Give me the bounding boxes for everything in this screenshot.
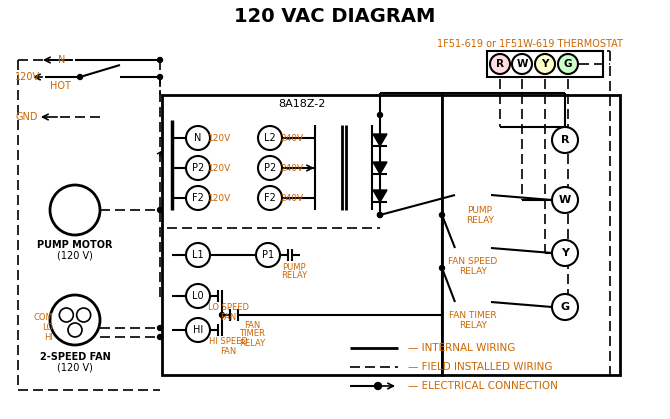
Circle shape	[157, 326, 163, 331]
Text: Y: Y	[541, 59, 549, 69]
Text: R: R	[561, 135, 570, 145]
Bar	[162, 95, 442, 375]
Text: L1: L1	[192, 250, 204, 260]
Text: N: N	[194, 133, 202, 143]
Text: F2: F2	[192, 193, 204, 203]
Circle shape	[377, 112, 383, 117]
Circle shape	[535, 54, 555, 74]
Circle shape	[186, 318, 210, 342]
Circle shape	[552, 240, 578, 266]
Text: PUMP: PUMP	[282, 262, 306, 272]
Text: 120 VAC DIAGRAM: 120 VAC DIAGRAM	[234, 7, 436, 26]
Text: HI: HI	[193, 325, 203, 335]
Text: RELAY: RELAY	[281, 272, 307, 280]
Circle shape	[552, 187, 578, 213]
Polygon shape	[373, 134, 387, 146]
Text: — INTERNAL WIRING: — INTERNAL WIRING	[408, 343, 515, 353]
Circle shape	[157, 75, 163, 80]
Text: RELAY: RELAY	[459, 321, 487, 331]
Text: HI: HI	[44, 333, 53, 341]
Text: — FIELD INSTALLED WIRING: — FIELD INSTALLED WIRING	[408, 362, 553, 372]
Text: — ELECTRICAL CONNECTION: — ELECTRICAL CONNECTION	[408, 381, 558, 391]
Circle shape	[440, 212, 444, 217]
Text: LO: LO	[42, 323, 53, 333]
Text: 120V: 120V	[208, 134, 232, 142]
Circle shape	[50, 185, 100, 235]
Text: HOT: HOT	[50, 81, 70, 91]
Text: 240V: 240V	[281, 163, 304, 173]
Circle shape	[377, 212, 383, 217]
Circle shape	[558, 54, 578, 74]
Text: RELAY: RELAY	[459, 267, 487, 277]
Text: RELAY: RELAY	[466, 215, 494, 225]
Circle shape	[76, 308, 90, 322]
Text: P2: P2	[192, 163, 204, 173]
Text: LO SPEED: LO SPEED	[208, 303, 249, 313]
Text: (120 V): (120 V)	[57, 363, 93, 373]
Circle shape	[258, 156, 282, 180]
Bar	[487, 51, 603, 77]
Text: N: N	[58, 55, 66, 65]
Polygon shape	[373, 162, 387, 174]
Text: F2: F2	[264, 193, 276, 203]
Text: FAN: FAN	[220, 347, 236, 355]
Polygon shape	[373, 190, 387, 202]
Text: 240V: 240V	[281, 134, 304, 142]
Text: 240V: 240V	[281, 194, 304, 202]
Text: L0: L0	[192, 291, 204, 301]
Text: P1: P1	[262, 250, 274, 260]
Circle shape	[68, 323, 82, 337]
Text: 2-SPEED FAN: 2-SPEED FAN	[40, 352, 111, 362]
Circle shape	[157, 207, 163, 212]
Circle shape	[440, 266, 444, 271]
Text: 8A18Z-2: 8A18Z-2	[278, 99, 326, 109]
Text: 1F51-619 or 1F51W-619 THERMOSTAT: 1F51-619 or 1F51W-619 THERMOSTAT	[437, 39, 623, 49]
Circle shape	[186, 243, 210, 267]
Circle shape	[258, 126, 282, 150]
Text: W: W	[517, 59, 528, 69]
Text: L2: L2	[264, 133, 276, 143]
Text: Y: Y	[561, 248, 569, 258]
Text: (120 V): (120 V)	[57, 251, 93, 261]
Text: PUMP: PUMP	[468, 205, 492, 215]
Circle shape	[78, 75, 82, 80]
Circle shape	[512, 54, 532, 74]
Text: W: W	[559, 195, 571, 205]
Circle shape	[186, 126, 210, 150]
Text: FAN: FAN	[220, 313, 236, 321]
Text: PUMP MOTOR: PUMP MOTOR	[38, 240, 113, 250]
Text: TIMER: TIMER	[239, 329, 265, 339]
Circle shape	[157, 334, 163, 339]
Text: 120V: 120V	[15, 72, 40, 82]
Circle shape	[377, 212, 383, 217]
Circle shape	[552, 127, 578, 153]
Text: GND: GND	[15, 112, 38, 122]
Text: P2: P2	[264, 163, 276, 173]
Circle shape	[375, 383, 381, 390]
Circle shape	[157, 57, 163, 62]
Text: RELAY: RELAY	[239, 339, 265, 347]
Circle shape	[258, 186, 282, 210]
Text: HI SPEED: HI SPEED	[208, 337, 247, 347]
Text: FAN SPEED: FAN SPEED	[448, 258, 498, 266]
Circle shape	[490, 54, 510, 74]
Text: G: G	[560, 302, 570, 312]
Text: COM: COM	[34, 313, 53, 321]
Text: 120V: 120V	[208, 194, 232, 202]
Text: R: R	[496, 59, 504, 69]
Circle shape	[186, 186, 210, 210]
Text: FAN: FAN	[244, 321, 260, 329]
Circle shape	[256, 243, 280, 267]
Bar	[442, 95, 620, 375]
Circle shape	[220, 313, 224, 318]
Circle shape	[50, 295, 100, 345]
Text: G: G	[563, 59, 572, 69]
Circle shape	[552, 294, 578, 320]
Circle shape	[186, 156, 210, 180]
Circle shape	[60, 308, 73, 322]
Text: 120V: 120V	[208, 163, 232, 173]
Text: FAN TIMER: FAN TIMER	[449, 311, 497, 321]
Circle shape	[186, 284, 210, 308]
